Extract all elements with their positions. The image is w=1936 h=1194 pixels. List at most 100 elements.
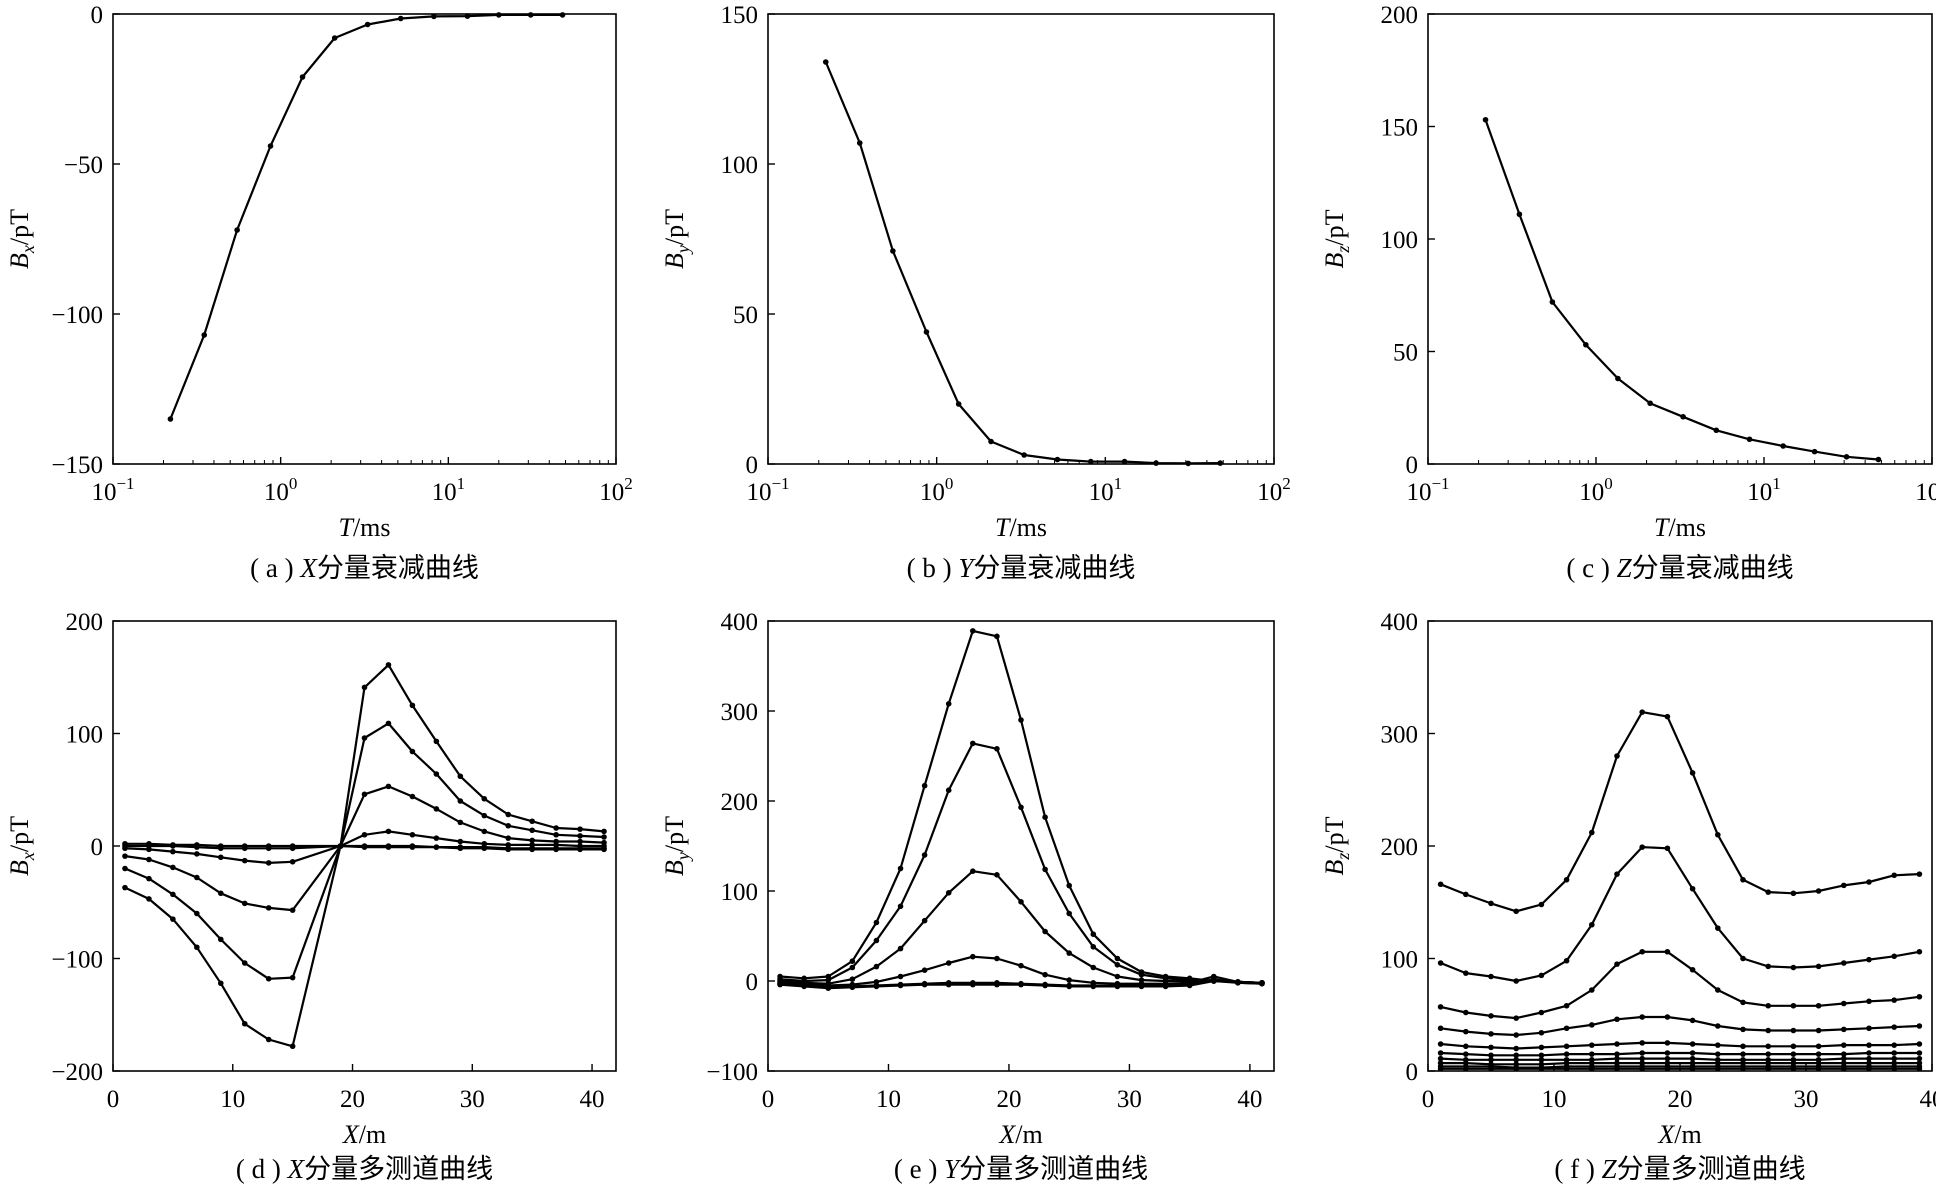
series-line [124,830,604,865]
data-point [1054,456,1061,463]
data-point [1841,1051,1847,1057]
data-point [825,985,832,991]
data-point [1583,341,1589,348]
data-point [167,416,174,422]
data-point [1488,900,1494,907]
data-point [945,890,952,896]
data-point [1066,910,1072,917]
data-point [1513,1052,1519,1059]
data-point [577,826,583,832]
data-point [1916,993,1923,1000]
data-point [1138,971,1145,978]
data-point [1589,921,1595,928]
data-point [1891,1050,1897,1056]
data-point [397,15,404,22]
data-point [1916,871,1923,877]
series-line [125,842,604,851]
data-point [1866,1055,1872,1062]
data-point [601,828,607,835]
data-point [1538,1052,1545,1059]
data-point [1765,1051,1771,1057]
x-tick-label: 10−1 [1406,474,1449,506]
data-point [527,12,534,18]
data-point [1114,983,1121,990]
data-point [1463,970,1469,976]
data-point [1891,1065,1897,1072]
data-point [1589,1022,1595,1028]
data-point [1765,963,1771,970]
data-point [849,964,856,971]
data-point [1488,1052,1494,1059]
data-point [1664,948,1671,955]
data-point [1815,1051,1822,1057]
data-point [577,846,583,853]
data-point [1121,458,1128,465]
data-point [361,844,368,850]
data-point [1866,1042,1872,1048]
data-point [1614,1051,1620,1057]
data-point [409,748,416,755]
data-point [1689,1065,1696,1072]
data-point [1185,460,1192,467]
data-point [1066,882,1072,889]
data-point [1090,931,1097,937]
data-point [1235,980,1241,986]
data-point [409,702,416,709]
data-point [945,981,952,988]
series-5 [1437,1040,1923,1052]
data-point [1715,1051,1721,1057]
data-point [1664,1050,1671,1056]
data-point [170,916,176,922]
data-point [385,828,392,835]
data-point [122,865,128,872]
x-tick-label: 40 [1237,1086,1262,1113]
data-point [1513,1015,1519,1021]
x-tick-label: 20 [1668,1086,1693,1113]
plot-frame [112,13,617,465]
data-point [1841,1042,1847,1048]
x-tick-label: 10 [876,1086,901,1113]
data-point [385,783,392,790]
data-point [1815,1002,1822,1009]
data-point [265,905,272,911]
data-point [1891,953,1897,960]
data-point [897,903,904,910]
data-point [241,900,248,907]
x-tick-label: 102 [1257,474,1291,506]
data-point [553,831,559,838]
data-point [289,858,296,865]
data-point [433,844,440,850]
data-point [1488,1044,1494,1051]
data-point [1614,871,1620,877]
data-point [553,846,559,853]
x-axis-label: X/m [1657,1120,1701,1149]
x-tick-label: 102 [1915,474,1936,506]
data-point [433,771,440,777]
data-point [1765,1065,1771,1072]
data-point [146,856,152,863]
data-point [1740,1065,1746,1072]
data-point [970,953,976,960]
data-point [1715,1023,1721,1029]
x-tick-label: 10−1 [746,474,789,506]
data-point [1639,844,1645,850]
data-point [1689,1017,1696,1024]
panel-caption: ( a ) X分量衰减曲线 [250,553,479,583]
data-point [945,787,952,793]
x-tick-label: 10 [220,1086,245,1113]
data-point [1589,829,1595,836]
data-point [1018,804,1024,811]
data-point [921,782,928,789]
data-point [1639,1055,1645,1062]
data-point [289,974,296,981]
data-point [1841,882,1847,889]
y-axis-label: By/pT [660,209,693,269]
y-tick-label: −50 [64,152,103,179]
panel-caption: ( f ) Z分量多测道曲线 [1554,1154,1805,1184]
data-point [553,825,559,831]
data-point [1589,987,1595,993]
series-1 [1437,709,1923,915]
y-tick-label: 300 [721,699,759,726]
x-tick-label: 101 [1089,474,1123,506]
data-point [1715,1042,1721,1048]
